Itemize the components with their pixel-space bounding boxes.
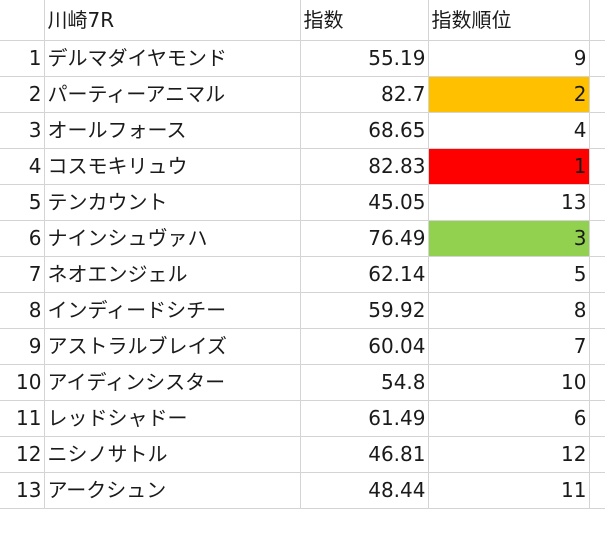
- extra-cell[interactable]: [589, 220, 605, 257]
- row-number-cell[interactable]: 1: [0, 40, 45, 77]
- extra-cell[interactable]: [589, 148, 605, 185]
- row-number-cell[interactable]: 10: [0, 364, 45, 401]
- row-number-cell[interactable]: 6: [0, 220, 45, 257]
- index-value-cell[interactable]: 55.19: [300, 40, 429, 77]
- table-row: 10 アイディンシスター 54.8 10: [0, 364, 605, 401]
- row-number-cell[interactable]: 13: [0, 472, 45, 509]
- extra-cell[interactable]: [589, 436, 605, 473]
- index-value-cell[interactable]: 61.49: [300, 400, 429, 437]
- table-row: 13 アークシュン 48.44 11: [0, 472, 605, 509]
- row-number-cell[interactable]: 3: [0, 112, 45, 149]
- header-extra-cell[interactable]: [589, 0, 605, 41]
- index-value-cell[interactable]: 82.7: [300, 76, 429, 113]
- index-value-cell[interactable]: 46.81: [300, 436, 429, 473]
- table-row: 5 テンカウント 45.05 13: [0, 184, 605, 221]
- row-number-cell[interactable]: 7: [0, 256, 45, 293]
- row-number-cell[interactable]: 2: [0, 76, 45, 113]
- table-row: 4 コスモキリュウ 82.83 1: [0, 148, 605, 185]
- header-index-cell[interactable]: 指数: [300, 0, 429, 41]
- table-row: 8 インディードシチー 59.92 8: [0, 292, 605, 329]
- extra-cell[interactable]: [589, 364, 605, 401]
- index-value-cell[interactable]: 68.65: [300, 112, 429, 149]
- row-number-cell[interactable]: 11: [0, 400, 45, 437]
- index-value-cell[interactable]: 45.05: [300, 184, 429, 221]
- horse-name-cell[interactable]: ナインシュヴァハ: [44, 220, 301, 257]
- data-table: 川崎7R 指数 指数順位 1 デルマダイヤモンド 55.19 9 2 パーティーアニマル 8…: [0, 0, 605, 509]
- horse-name-cell[interactable]: レッドシャドー: [44, 400, 301, 437]
- index-rank-cell[interactable]: 6: [428, 400, 590, 437]
- row-number-cell[interactable]: 9: [0, 328, 45, 365]
- index-value-cell[interactable]: 48.44: [300, 472, 429, 509]
- table-row: 3 オールフォース 68.65 4: [0, 112, 605, 149]
- index-value-cell[interactable]: 76.49: [300, 220, 429, 257]
- table-row: 7 ネオエンジェル 62.14 5: [0, 256, 605, 293]
- table-row: 6 ナインシュヴァハ 76.49 3: [0, 220, 605, 257]
- index-value-cell[interactable]: 60.04: [300, 328, 429, 365]
- horse-name-cell[interactable]: アストラルブレイズ: [44, 328, 301, 365]
- index-rank-cell[interactable]: 7: [428, 328, 590, 365]
- extra-cell[interactable]: [589, 40, 605, 77]
- table-row: 1 デルマダイヤモンド 55.19 9: [0, 40, 605, 77]
- index-rank-cell[interactable]: 10: [428, 364, 590, 401]
- index-rank-cell[interactable]: 1: [428, 148, 590, 185]
- horse-name-cell[interactable]: コスモキリュウ: [44, 148, 301, 185]
- horse-name-cell[interactable]: オールフォース: [44, 112, 301, 149]
- index-rank-cell[interactable]: 9: [428, 40, 590, 77]
- row-number-cell[interactable]: 12: [0, 436, 45, 473]
- horse-name-cell[interactable]: アイディンシスター: [44, 364, 301, 401]
- extra-cell[interactable]: [589, 112, 605, 149]
- horse-name-cell[interactable]: ネオエンジェル: [44, 256, 301, 293]
- index-rank-cell[interactable]: 5: [428, 256, 590, 293]
- extra-cell[interactable]: [589, 328, 605, 365]
- index-rank-cell[interactable]: 4: [428, 112, 590, 149]
- horse-name-cell[interactable]: ニシノサトル: [44, 436, 301, 473]
- horse-name-cell[interactable]: テンカウント: [44, 184, 301, 221]
- index-rank-cell[interactable]: 3: [428, 220, 590, 257]
- header-race-cell[interactable]: 川崎7R: [44, 0, 301, 41]
- index-value-cell[interactable]: 54.8: [300, 364, 429, 401]
- header-row: 川崎7R 指数 指数順位: [0, 0, 605, 41]
- index-rank-cell[interactable]: 8: [428, 292, 590, 329]
- extra-cell[interactable]: [589, 76, 605, 113]
- extra-cell[interactable]: [589, 184, 605, 221]
- horse-name-cell[interactable]: パーティーアニマル: [44, 76, 301, 113]
- row-number-cell[interactable]: 4: [0, 148, 45, 185]
- table-row: 12 ニシノサトル 46.81 12: [0, 436, 605, 473]
- horse-name-cell[interactable]: アークシュン: [44, 472, 301, 509]
- row-number-cell[interactable]: 5: [0, 184, 45, 221]
- index-rank-cell[interactable]: 12: [428, 436, 590, 473]
- horse-name-cell[interactable]: インディードシチー: [44, 292, 301, 329]
- index-rank-cell[interactable]: 11: [428, 472, 590, 509]
- header-rownum-cell[interactable]: [0, 0, 45, 41]
- index-value-cell[interactable]: 59.92: [300, 292, 429, 329]
- header-rank-cell[interactable]: 指数順位: [428, 0, 590, 41]
- extra-cell[interactable]: [589, 472, 605, 509]
- extra-cell[interactable]: [589, 292, 605, 329]
- table-row: 9 アストラルブレイズ 60.04 7: [0, 328, 605, 365]
- horse-name-cell[interactable]: デルマダイヤモンド: [44, 40, 301, 77]
- extra-cell[interactable]: [589, 256, 605, 293]
- index-value-cell[interactable]: 82.83: [300, 148, 429, 185]
- table-row: 2 パーティーアニマル 82.7 2: [0, 76, 605, 113]
- index-value-cell[interactable]: 62.14: [300, 256, 429, 293]
- extra-cell[interactable]: [589, 400, 605, 437]
- row-number-cell[interactable]: 8: [0, 292, 45, 329]
- index-rank-cell[interactable]: 2: [428, 76, 590, 113]
- table-row: 11 レッドシャドー 61.49 6: [0, 400, 605, 437]
- index-rank-cell[interactable]: 13: [428, 184, 590, 221]
